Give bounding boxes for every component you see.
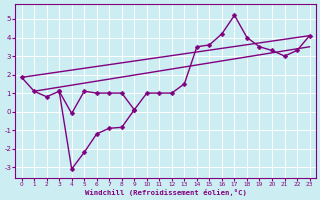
X-axis label: Windchill (Refroidissement éolien,°C): Windchill (Refroidissement éolien,°C) bbox=[85, 189, 246, 196]
